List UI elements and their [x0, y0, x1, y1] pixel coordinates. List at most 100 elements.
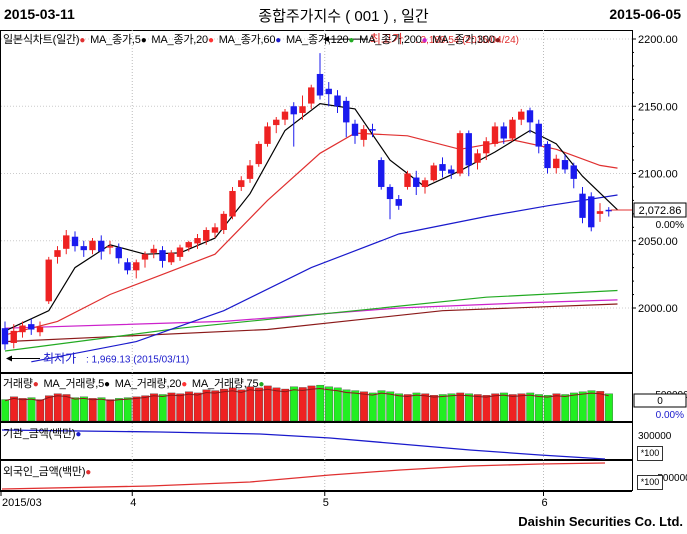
volume-bar[interactable] [36, 399, 45, 422]
candle-body[interactable] [570, 165, 577, 179]
volume-bar[interactable] [158, 394, 167, 422]
volume-bar[interactable] [430, 395, 438, 422]
volume-bar[interactable] [447, 393, 456, 422]
volume-bar[interactable] [185, 391, 193, 422]
volume-bar[interactable] [351, 390, 360, 422]
volume-bar[interactable] [456, 392, 465, 422]
volume-bar[interactable] [403, 394, 412, 422]
volume-bar[interactable] [307, 385, 316, 422]
candle-body[interactable] [351, 123, 359, 136]
candle-body[interactable] [141, 254, 149, 260]
candle-body[interactable] [203, 229, 210, 241]
candle-body[interactable] [36, 326, 44, 333]
candle-body[interactable] [500, 126, 507, 139]
volume-bar[interactable] [368, 392, 377, 422]
candle-body[interactable] [483, 141, 490, 154]
volume-bar[interactable] [342, 389, 351, 422]
volume-bar[interactable] [80, 396, 88, 422]
candle-body[interactable] [316, 73, 324, 96]
candle-body[interactable] [133, 262, 140, 271]
candle-body[interactable] [89, 240, 96, 251]
volume-bar[interactable] [587, 390, 596, 422]
volume-bar[interactable] [377, 390, 386, 422]
volume-bar[interactable] [27, 397, 36, 422]
volume-bar[interactable] [473, 394, 482, 422]
volume-bar[interactable] [552, 393, 561, 422]
volume-bar[interactable] [62, 394, 71, 422]
volume-bar[interactable] [237, 389, 246, 422]
candle-body[interactable] [168, 252, 175, 263]
candle-body[interactable] [596, 211, 604, 214]
candle-body[interactable] [588, 196, 595, 228]
volume-bar[interactable] [290, 386, 298, 422]
candle-body[interactable] [115, 247, 122, 259]
candle-body[interactable] [220, 213, 227, 230]
volume-bar[interactable] [333, 387, 342, 422]
volume-bar[interactable] [211, 390, 220, 422]
candle-body[interactable] [526, 110, 534, 123]
candle-body[interactable] [308, 87, 315, 104]
candle-body[interactable] [386, 186, 394, 200]
candle-body[interactable] [264, 126, 271, 144]
candle-body[interactable] [238, 180, 245, 187]
candle-body[interactable] [106, 246, 114, 248]
candle-body[interactable] [343, 100, 350, 123]
volume-bar[interactable] [141, 395, 150, 422]
volume-bar[interactable] [465, 393, 473, 422]
candle-body[interactable] [474, 153, 481, 163]
volume-bar[interactable] [255, 387, 263, 422]
volume-bar[interactable] [176, 393, 185, 422]
volume-bar[interactable] [605, 393, 613, 422]
volume-bar[interactable] [526, 392, 535, 422]
volume-bar[interactable] [596, 391, 605, 422]
volume-bar[interactable] [438, 394, 447, 422]
candle-body[interactable] [273, 119, 280, 126]
volume-bar[interactable] [386, 391, 395, 422]
volume-bar[interactable] [193, 392, 202, 422]
candle-body[interactable] [360, 129, 367, 140]
candle-body[interactable] [150, 248, 157, 253]
candle-body[interactable] [194, 238, 201, 244]
candle-body[interactable] [185, 242, 192, 248]
volume-bar[interactable] [421, 393, 430, 422]
volume-bar[interactable] [18, 398, 27, 422]
candle-body[interactable] [448, 169, 455, 174]
volume-bar[interactable] [491, 393, 500, 422]
candle-body[interactable] [229, 190, 236, 217]
volume-bar[interactable] [53, 393, 62, 422]
volume-bar[interactable] [123, 397, 132, 422]
candle-body[interactable] [1, 328, 9, 345]
candle-body[interactable] [439, 164, 446, 171]
candle-body[interactable] [491, 126, 499, 144]
volume-bar[interactable] [316, 384, 325, 422]
volume-bar[interactable] [45, 395, 53, 422]
institution-unit-button[interactable]: *100 [637, 446, 663, 461]
volume-bar[interactable] [88, 398, 97, 422]
candle-body[interactable] [290, 106, 297, 115]
candle-body[interactable] [413, 177, 420, 187]
candle-body[interactable] [509, 119, 516, 139]
volume-bar[interactable] [150, 393, 158, 422]
candle-body[interactable] [211, 227, 219, 233]
candle-body[interactable] [10, 330, 17, 343]
candle-body[interactable] [518, 111, 525, 120]
candle-body[interactable] [561, 160, 569, 170]
candle-body[interactable] [80, 246, 87, 251]
candle-body[interactable] [246, 165, 254, 179]
volume-bar[interactable] [561, 394, 570, 422]
volume-bar[interactable] [543, 395, 552, 422]
volume-bar[interactable] [517, 393, 526, 422]
candle-body[interactable] [465, 133, 472, 166]
volume-bar[interactable] [482, 395, 491, 422]
candle-body[interactable] [19, 325, 26, 333]
candle-body[interactable] [28, 324, 35, 330]
volume-bar[interactable] [97, 397, 106, 422]
candle-body[interactable] [255, 143, 262, 165]
volume-bar[interactable] [263, 385, 272, 422]
volume-bar[interactable] [325, 386, 333, 422]
volume-bar[interactable] [202, 389, 211, 422]
volume-bar[interactable] [281, 388, 290, 422]
volume-bar[interactable] [132, 396, 141, 422]
volume-bar[interactable] [71, 397, 80, 422]
